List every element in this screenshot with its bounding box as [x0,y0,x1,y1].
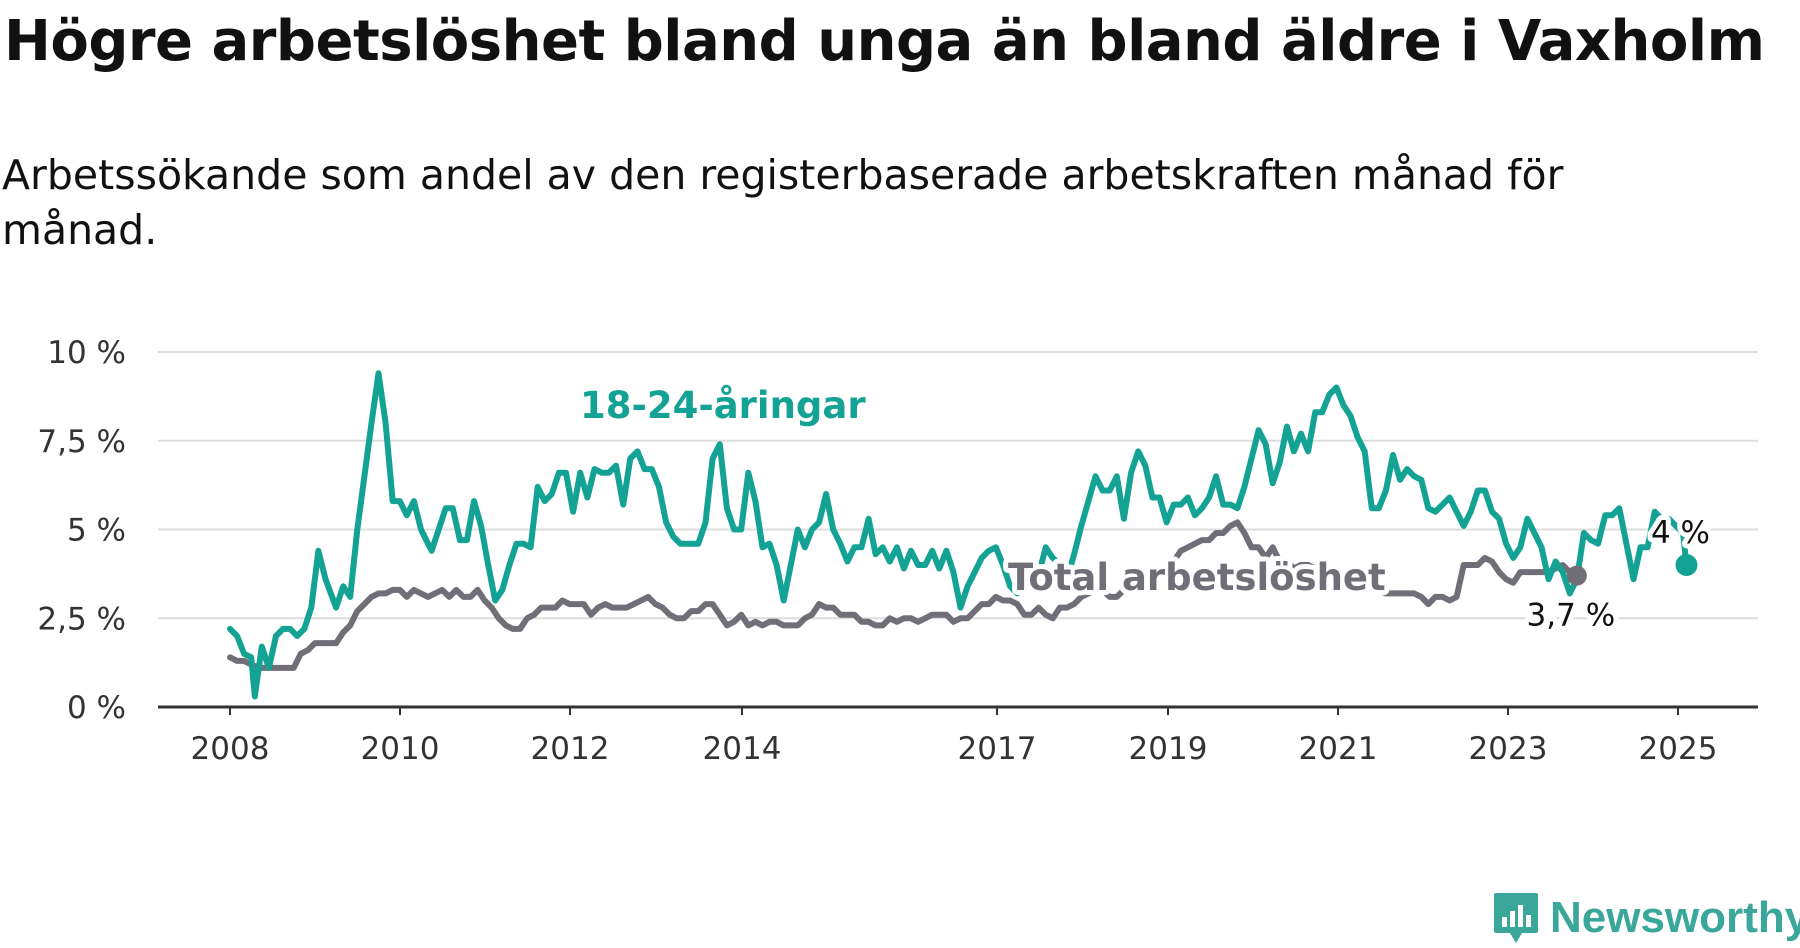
series-end-marker-total [1566,565,1587,586]
brand-name: Newsworthy [1550,893,1800,942]
y-tick-label: 7,5 % [37,424,126,460]
x-tick-label: 2017 [958,731,1037,767]
y-tick-label: 10 % [47,335,126,371]
series-line-total [227,519,1580,671]
series-line-youth [227,370,1690,700]
svg-text:18-24-åringar: 18-24-åringar [580,384,866,427]
y-tick-label: 2,5 % [37,601,126,637]
x-axis: 2008 2010 2012 2014 2017 2019 2021 2023 2025 [158,705,1758,767]
line-chart: 0 % 2,5 % 5 % 7,5 % 10 % 2008 2010 2012 2014 201… [37,335,1758,767]
svg-text:Total arbetslöshet: Total arbetslöshet [1008,556,1386,599]
chart-title: Högre arbetslöshet bland unga än bland ä… [4,9,1765,74]
svg-text:3,7 %: 3,7 % [1527,598,1616,634]
series-lines [227,370,1690,700]
y-axis-tick-labels: 0 % 2,5 % 5 % 7,5 % 10 % [37,335,126,726]
svg-text:Total arbetslöshet: Total arbetslöshet [1008,556,1386,599]
newsworthy-logo: Newsworthy [1492,888,1800,948]
x-tick-label: 2021 [1299,731,1378,767]
y-tick-label: 0 % [67,690,126,726]
svg-text:18-24-åringar: 18-24-åringar [580,384,866,427]
series-labels: 4 %4 % 3,7 %3,7 % 18-24-åringar18-24-åring… [575,379,1715,639]
x-tick-label: 2010 [361,731,440,767]
x-tick-label: 2019 [1129,731,1208,767]
x-tick-label: 2014 [703,731,782,767]
x-tick-label: 2023 [1469,731,1548,767]
svg-text:4 %: 4 % [1651,515,1710,551]
x-tick-label: 2025 [1639,731,1718,767]
series-end-marker-youth [1675,554,1698,576]
svg-text:3,7 %: 3,7 % [1527,598,1616,634]
y-tick-label: 5 % [67,513,126,549]
series-value-label-youth: 4 %4 % [1646,510,1715,556]
chart-subtitle: Arbetssökande som andel av den registerb… [2,151,1564,254]
series-value-label-total: 3,7 %3,7 % [1522,593,1621,639]
x-tick-label: 2012 [531,731,610,767]
bar-chart-logo-icon [1494,893,1538,943]
x-tick-label: 2008 [191,731,270,767]
svg-text:4 %: 4 % [1651,515,1710,551]
